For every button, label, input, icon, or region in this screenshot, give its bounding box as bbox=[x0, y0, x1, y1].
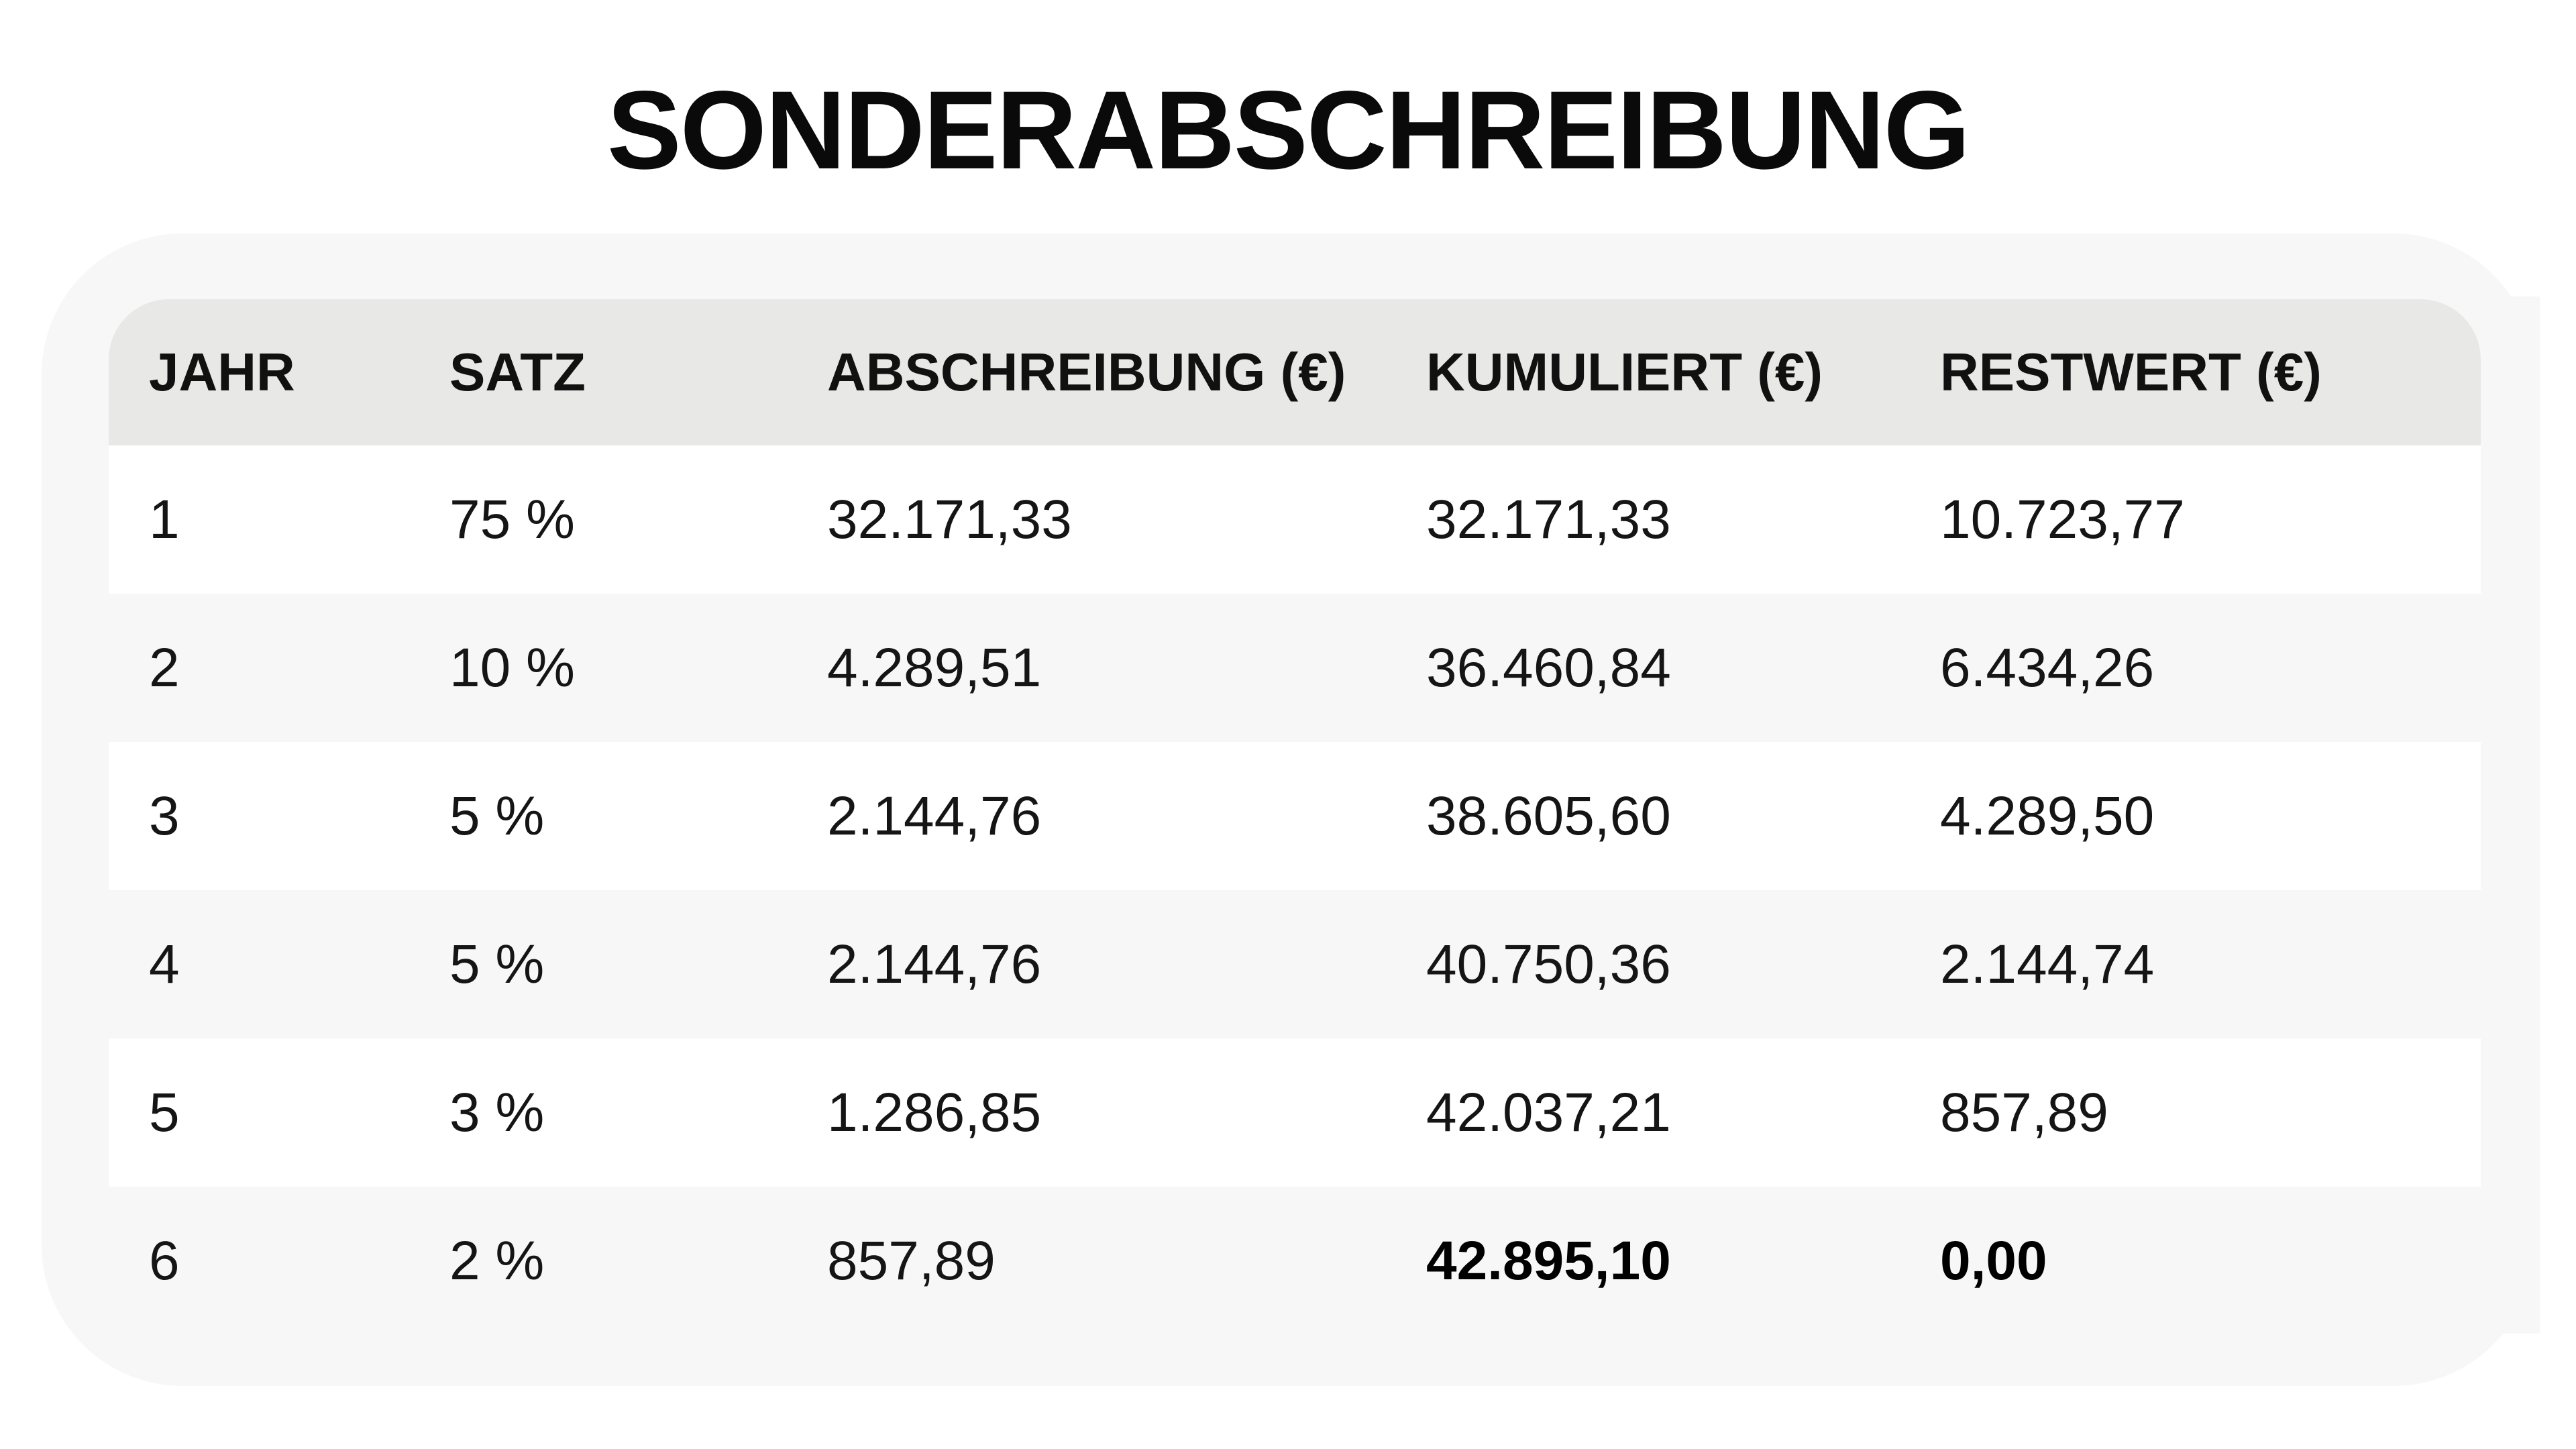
cell-year: 2 bbox=[149, 637, 180, 698]
table-row: 3 5 % 2.144,76 38.605,60 4.289,50 bbox=[109, 742, 2481, 890]
cell-depreciation: 857,89 bbox=[827, 1230, 996, 1291]
cell-year: 6 bbox=[149, 1230, 180, 1291]
card-edge bbox=[2502, 297, 2540, 1334]
cell-rate: 2 % bbox=[449, 1230, 545, 1291]
cell-rate: 10 % bbox=[449, 637, 575, 698]
cell-cumulative: 36.460,84 bbox=[1426, 637, 1671, 698]
table-row: 4 5 % 2.144,76 40.750,36 2.144,74 bbox=[109, 890, 2481, 1038]
cell-residual-value: 857,89 bbox=[1940, 1081, 2108, 1143]
header-cumulative: KUMULIERT (€) bbox=[1426, 342, 1823, 402]
cell-depreciation: 2.144,76 bbox=[827, 785, 1042, 847]
cell-rate: 5 % bbox=[449, 785, 545, 847]
header-depreciation: ABSCHREIBUNG (€) bbox=[827, 342, 1346, 402]
cell-residual-value: 2.144,74 bbox=[1940, 933, 2155, 995]
table-row: 5 3 % 1.286,85 42.037,21 857,89 bbox=[109, 1038, 2481, 1187]
cell-rate: 75 % bbox=[449, 488, 575, 550]
cell-residual-value: 6.434,26 bbox=[1940, 637, 2155, 698]
page-title: SONDERABSCHREIBUNG bbox=[607, 68, 1970, 193]
depreciation-table: JAHR SATZ ABSCHREIBUNG (€) KUMULIERT (€)… bbox=[109, 299, 2481, 1335]
header-year: JAHR bbox=[149, 342, 295, 402]
cell-depreciation: 2.144,76 bbox=[827, 933, 1042, 995]
table-row: 2 10 % 4.289,51 36.460,84 6.434,26 bbox=[109, 594, 2481, 742]
cell-cumulative: 40.750,36 bbox=[1426, 933, 1671, 995]
cell-cumulative: 42.037,21 bbox=[1426, 1081, 1671, 1143]
table-row: 6 2 % 857,89 42.895,10 0,00 bbox=[109, 1187, 2481, 1335]
header-rate: SATZ bbox=[449, 342, 586, 402]
table-header-row: JAHR SATZ ABSCHREIBUNG (€) KUMULIERT (€)… bbox=[109, 299, 2481, 445]
table-row: 1 75 % 32.171,33 32.171,33 10.723,77 bbox=[109, 445, 2481, 594]
cell-residual-value-final: 0,00 bbox=[1940, 1230, 2047, 1291]
header-residual-value: RESTWERT (€) bbox=[1940, 342, 2322, 402]
cell-depreciation: 1.286,85 bbox=[827, 1081, 1042, 1143]
cell-cumulative: 32.171,33 bbox=[1426, 488, 1671, 550]
cell-year: 3 bbox=[149, 785, 180, 847]
cell-residual-value: 4.289,50 bbox=[1940, 785, 2155, 847]
cell-year: 5 bbox=[149, 1081, 180, 1143]
cell-year: 1 bbox=[149, 488, 180, 550]
cell-depreciation: 32.171,33 bbox=[827, 488, 1072, 550]
cell-rate: 3 % bbox=[449, 1081, 545, 1143]
cell-residual-value: 10.723,77 bbox=[1940, 488, 2185, 550]
cell-cumulative-total: 42.895,10 bbox=[1426, 1230, 1671, 1291]
cell-year: 4 bbox=[149, 933, 180, 995]
cell-depreciation: 4.289,51 bbox=[827, 637, 1042, 698]
cell-rate: 5 % bbox=[449, 933, 545, 995]
cell-cumulative: 38.605,60 bbox=[1426, 785, 1671, 847]
